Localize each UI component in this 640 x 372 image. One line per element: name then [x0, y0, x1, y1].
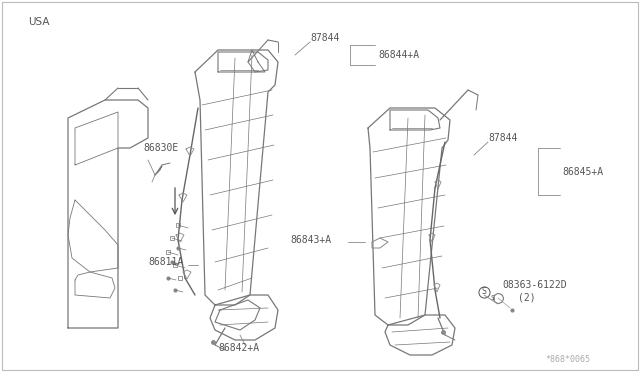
Text: *868*0065: *868*0065 — [545, 356, 590, 365]
Text: 86845+A: 86845+A — [562, 167, 603, 177]
Text: (2): (2) — [518, 293, 536, 303]
Text: 86844+A: 86844+A — [378, 50, 419, 60]
Text: 87844: 87844 — [488, 133, 517, 143]
Text: 86842+A: 86842+A — [218, 343, 259, 353]
Text: S: S — [482, 288, 486, 296]
Text: 08363-6122D: 08363-6122D — [502, 280, 566, 290]
Text: 86830E: 86830E — [143, 143, 179, 153]
Text: S: S — [491, 295, 495, 301]
Text: 86811A: 86811A — [148, 257, 183, 267]
Text: USA: USA — [28, 17, 49, 27]
Text: 87844: 87844 — [310, 33, 339, 43]
Text: 86843+A: 86843+A — [290, 235, 331, 245]
